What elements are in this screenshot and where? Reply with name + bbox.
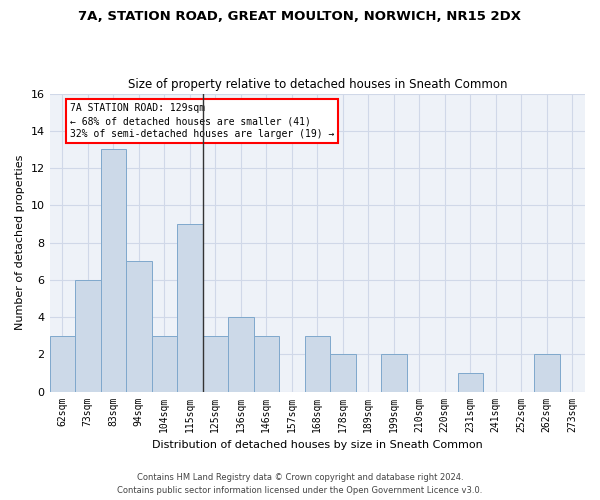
Y-axis label: Number of detached properties: Number of detached properties <box>15 155 25 330</box>
Bar <box>228 317 254 392</box>
Text: Contains HM Land Registry data © Crown copyright and database right 2024.
Contai: Contains HM Land Registry data © Crown c… <box>118 474 482 495</box>
Bar <box>305 336 330 392</box>
Bar <box>177 224 203 392</box>
Bar <box>330 354 356 392</box>
Text: 7A, STATION ROAD, GREAT MOULTON, NORWICH, NR15 2DX: 7A, STATION ROAD, GREAT MOULTON, NORWICH… <box>79 10 521 23</box>
Title: Size of property relative to detached houses in Sneath Common: Size of property relative to detached ho… <box>128 78 507 91</box>
Bar <box>381 354 407 392</box>
Text: 7A STATION ROAD: 129sqm
← 68% of detached houses are smaller (41)
32% of semi-de: 7A STATION ROAD: 129sqm ← 68% of detache… <box>70 103 334 140</box>
Bar <box>203 336 228 392</box>
Bar <box>254 336 279 392</box>
Bar <box>75 280 101 392</box>
Bar <box>101 150 126 392</box>
Bar <box>152 336 177 392</box>
Bar <box>458 373 483 392</box>
Bar <box>126 261 152 392</box>
Bar <box>534 354 560 392</box>
X-axis label: Distribution of detached houses by size in Sneath Common: Distribution of detached houses by size … <box>152 440 482 450</box>
Bar <box>50 336 75 392</box>
